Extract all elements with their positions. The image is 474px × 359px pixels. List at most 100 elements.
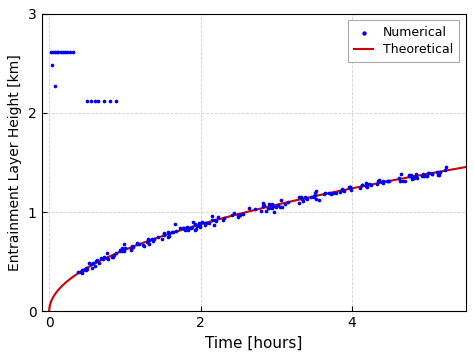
Numerical xyxy=(82,267,89,273)
Numerical xyxy=(362,182,369,188)
Numerical xyxy=(149,238,157,244)
Numerical xyxy=(257,208,265,214)
Numerical xyxy=(61,48,69,54)
Numerical xyxy=(160,232,167,238)
Numerical xyxy=(378,180,386,185)
Numerical xyxy=(192,226,200,232)
Numerical xyxy=(397,171,405,177)
Numerical xyxy=(346,184,354,190)
Numerical xyxy=(172,228,179,233)
X-axis label: Time [hours]: Time [hours] xyxy=(205,336,302,351)
Numerical xyxy=(48,62,56,68)
Numerical xyxy=(103,251,111,256)
Numerical xyxy=(259,200,267,206)
Numerical xyxy=(311,190,319,196)
Numerical xyxy=(112,98,119,104)
Numerical xyxy=(234,214,242,220)
Numerical xyxy=(212,219,220,224)
Numerical xyxy=(196,224,204,230)
Numerical xyxy=(428,171,436,177)
Numerical xyxy=(295,200,303,206)
Numerical xyxy=(150,236,157,242)
Numerical xyxy=(413,175,420,181)
Numerical xyxy=(338,186,346,191)
Numerical xyxy=(251,206,258,212)
Numerical xyxy=(374,178,382,184)
Theoretical xyxy=(374,181,380,186)
Numerical xyxy=(362,183,369,188)
Numerical xyxy=(180,225,188,231)
Numerical xyxy=(120,241,128,247)
Numerical xyxy=(148,236,156,242)
Numerical xyxy=(109,254,117,260)
Numerical xyxy=(199,219,206,225)
Numerical xyxy=(179,225,187,230)
Numerical xyxy=(106,98,114,104)
Numerical xyxy=(103,255,111,261)
Numerical xyxy=(379,178,386,184)
Numerical xyxy=(97,255,105,261)
Numerical xyxy=(109,254,116,260)
Numerical xyxy=(396,178,403,184)
Numerical xyxy=(90,260,97,266)
Numerical xyxy=(332,190,340,196)
Numerical xyxy=(78,270,85,275)
Numerical xyxy=(262,208,270,214)
Numerical xyxy=(384,178,392,184)
Numerical xyxy=(55,48,62,54)
Numerical xyxy=(395,175,402,181)
Numerical xyxy=(220,215,228,221)
Numerical xyxy=(172,221,179,227)
Numerical xyxy=(184,226,191,232)
Numerical xyxy=(295,194,302,199)
Numerical xyxy=(358,182,366,188)
Numerical xyxy=(118,245,126,251)
Numerical xyxy=(407,173,414,178)
Numerical xyxy=(210,222,218,228)
Numerical xyxy=(277,197,285,203)
Numerical xyxy=(144,238,152,243)
Numerical xyxy=(405,173,412,178)
Numerical xyxy=(383,178,391,183)
Numerical xyxy=(91,263,99,269)
Numerical xyxy=(412,171,420,177)
Numerical xyxy=(274,202,282,208)
Numerical xyxy=(64,48,71,54)
Numerical xyxy=(270,210,278,215)
Numerical xyxy=(99,256,107,261)
Numerical xyxy=(164,234,172,240)
Theoretical xyxy=(264,205,269,209)
Numerical xyxy=(259,203,266,209)
Numerical xyxy=(140,243,148,248)
Numerical xyxy=(301,195,309,200)
Numerical xyxy=(129,244,137,250)
Numerical xyxy=(136,242,143,247)
Numerical xyxy=(158,236,166,242)
Numerical xyxy=(127,247,134,252)
Numerical xyxy=(419,171,427,177)
Numerical xyxy=(310,193,318,199)
Theoretical xyxy=(207,219,213,224)
Numerical xyxy=(320,192,328,197)
Numerical xyxy=(85,260,93,266)
Numerical xyxy=(340,188,348,194)
Numerical xyxy=(329,190,337,196)
Numerical xyxy=(346,185,354,190)
Numerical xyxy=(145,241,153,246)
Numerical xyxy=(139,242,146,248)
Numerical xyxy=(307,194,315,200)
Numerical xyxy=(362,180,370,186)
Numerical xyxy=(270,203,277,209)
Numerical xyxy=(399,178,407,183)
Numerical xyxy=(264,205,272,211)
Numerical xyxy=(183,224,191,229)
Numerical xyxy=(337,189,344,195)
Line: Theoretical: Theoretical xyxy=(49,167,465,311)
Numerical xyxy=(49,48,57,54)
Numerical xyxy=(327,191,335,197)
Numerical xyxy=(77,269,85,275)
Numerical xyxy=(112,250,119,256)
Numerical xyxy=(187,225,195,231)
Numerical xyxy=(184,227,191,233)
Numerical xyxy=(374,181,381,187)
